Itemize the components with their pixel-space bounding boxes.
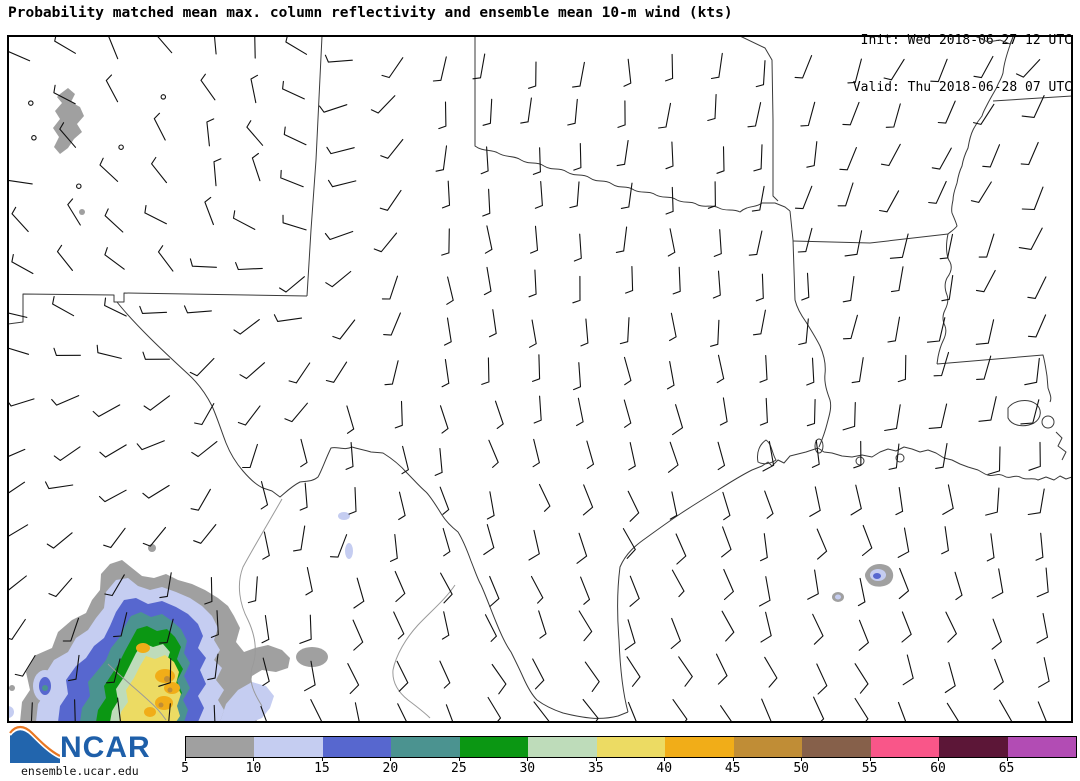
rio-grande bbox=[116, 301, 629, 719]
colorbar-tick-label: 35 bbox=[587, 761, 604, 776]
map-frame bbox=[7, 35, 1073, 723]
sabine-lake bbox=[814, 438, 824, 454]
colorbar-tickmark bbox=[527, 757, 529, 761]
colorbar-tickmark bbox=[938, 757, 940, 761]
calm-wind-circle bbox=[76, 183, 82, 189]
colorbar-tick-label: 5 bbox=[181, 761, 189, 776]
site-credit: ensemble.ucar.edu bbox=[21, 764, 139, 778]
border-ok-tx bbox=[474, 36, 791, 213]
reflectivity-colorbar bbox=[185, 736, 1077, 758]
colorbar-segment-60-65 bbox=[939, 737, 1008, 757]
colorbar-segment-15-20 bbox=[322, 737, 392, 757]
colorbar-tick-label: 30 bbox=[519, 761, 536, 776]
colorbar-tickmark bbox=[664, 757, 666, 761]
colorbar-segment-5-10 bbox=[186, 737, 255, 757]
mexico-state-borders bbox=[107, 498, 456, 721]
valid-time: Valid: Thu 2018-06-28 07 UTC bbox=[852, 79, 1072, 95]
border-ar-la bbox=[792, 233, 949, 244]
echo-central-texas bbox=[338, 512, 350, 520]
colorbar-tick-label: 10 bbox=[245, 761, 262, 776]
colorbar-tick-label: 55 bbox=[861, 761, 878, 776]
colorbar-segment-55-60 bbox=[870, 737, 940, 757]
colorbar-segment-45-50 bbox=[733, 737, 803, 757]
colorbar-tickmark bbox=[801, 757, 803, 761]
wind-barbs bbox=[8, 36, 1050, 722]
wind-barb-glyphs bbox=[8, 36, 1050, 722]
mississippi-river bbox=[936, 36, 1014, 365]
colorbar-tick-label: 65 bbox=[998, 761, 1015, 776]
calm-wind-circle bbox=[160, 94, 167, 100]
colorbar-tick-label: 50 bbox=[793, 761, 809, 776]
colorbar-tick-label: 45 bbox=[724, 761, 741, 776]
state-borders bbox=[8, 36, 1072, 719]
colorbar-tick-label: 20 bbox=[382, 761, 399, 776]
colorbar-tickmark bbox=[185, 757, 186, 761]
calm-wind-circle bbox=[118, 144, 124, 150]
colorbar-segment-25-30 bbox=[459, 737, 529, 757]
colorbar-segment-35-40 bbox=[596, 737, 666, 757]
border-tx-ar-la bbox=[789, 210, 832, 448]
colorbar-tickmark bbox=[458, 757, 460, 761]
colorbar-tickmark bbox=[1006, 757, 1008, 761]
reflectivity-field bbox=[8, 88, 894, 722]
colorbar-tickmark bbox=[321, 757, 323, 761]
page-title: Probability matched mean max. column ref… bbox=[8, 5, 733, 21]
calm-wind-circle bbox=[28, 100, 34, 106]
colorbar-tick-label: 40 bbox=[656, 761, 673, 776]
calm-wind-circle bbox=[31, 135, 37, 141]
border-ok-ar bbox=[739, 36, 779, 202]
gulf-coast bbox=[617, 446, 1072, 713]
colorbar-tickmark bbox=[595, 757, 597, 761]
ncar-logo-icon bbox=[9, 725, 60, 763]
ncar-logo-text: NCAR bbox=[60, 731, 151, 764]
colorbar-tickmark bbox=[253, 757, 255, 761]
colorbar-tickmark bbox=[732, 757, 734, 761]
colorbar-tick-label: 15 bbox=[314, 761, 330, 776]
colorbar-tick-label: 25 bbox=[451, 761, 467, 776]
colorbar-tickmark bbox=[390, 757, 392, 761]
echo-gulf-cells bbox=[832, 564, 894, 602]
colorbar-segment-50-55 bbox=[802, 737, 871, 757]
colorbar-segment-20-25 bbox=[391, 737, 460, 757]
colorbar-segment-10-15 bbox=[254, 737, 323, 757]
colorbar-tick-label: 60 bbox=[930, 761, 946, 776]
echo-new-mexico bbox=[53, 88, 84, 154]
lake-pontchartrain bbox=[1007, 400, 1041, 427]
colorbar-segment-65+ bbox=[1007, 737, 1077, 757]
border-nm-tx bbox=[306, 36, 323, 297]
colorbar-tickmark bbox=[869, 757, 871, 761]
storm-mexico bbox=[8, 560, 328, 722]
colorbar-segment-40-45 bbox=[665, 737, 734, 757]
galveston-bay bbox=[757, 439, 777, 465]
colorbar-segment-30-35 bbox=[528, 737, 597, 757]
